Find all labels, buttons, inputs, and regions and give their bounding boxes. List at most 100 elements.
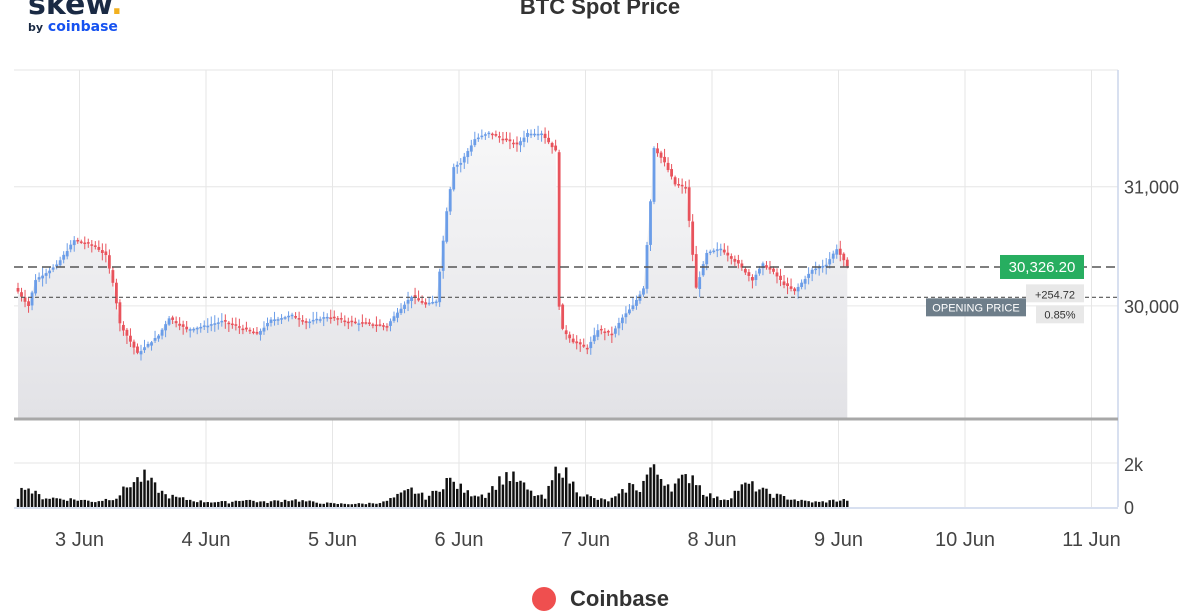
- volume-bar: [403, 490, 406, 507]
- candle-body: [589, 341, 593, 349]
- volume-bar: [730, 498, 733, 507]
- candle-body: [431, 301, 435, 304]
- candle-body: [466, 151, 470, 158]
- candle-body: [245, 327, 248, 330]
- candle-body: [694, 254, 698, 288]
- candle-body: [318, 319, 322, 321]
- candle-body: [353, 321, 357, 324]
- volume-bar: [775, 493, 779, 507]
- volume-bar: [828, 500, 831, 507]
- candle-body: [564, 330, 568, 335]
- volume-bar: [329, 502, 332, 507]
- candle-body: [266, 323, 269, 327]
- volume-bar: [301, 500, 304, 507]
- candle-body: [462, 156, 466, 163]
- volume-bar: [448, 477, 452, 507]
- candle-body: [332, 316, 336, 319]
- candle-body: [698, 277, 702, 289]
- chart-title: BTC Spot Price: [519, 0, 681, 19]
- volume-bar: [427, 495, 431, 507]
- volume-bar: [276, 500, 280, 507]
- volume-bar: [150, 477, 153, 507]
- volume-bar: [491, 486, 494, 507]
- candle-body: [129, 335, 132, 342]
- candle-body: [104, 251, 108, 256]
- candle-body: [375, 324, 378, 327]
- candle-body: [76, 239, 80, 242]
- candle-body: [624, 313, 628, 318]
- candle-body: [768, 266, 772, 270]
- volume-bar: [716, 496, 719, 507]
- candle-body: [606, 330, 610, 333]
- candle-body: [420, 300, 424, 303]
- candle-body: [72, 240, 76, 246]
- candle-body: [687, 187, 691, 221]
- candle-body: [536, 133, 540, 136]
- candle-body: [399, 308, 403, 314]
- volume-bar: [487, 492, 491, 507]
- candle-body: [304, 321, 308, 323]
- candle-body: [719, 248, 723, 251]
- x-tick-label: 6 Jun: [435, 529, 484, 551]
- volume-bar: [712, 498, 715, 507]
- volume-bar: [821, 501, 824, 507]
- volume-bar: [51, 497, 55, 507]
- volume-bar: [410, 487, 413, 507]
- candle-body: [526, 132, 529, 137]
- candle-body: [821, 265, 825, 268]
- volume-bar: [642, 480, 645, 507]
- candle-body: [599, 328, 603, 331]
- volume-bar: [72, 499, 76, 507]
- candle-body: [146, 344, 150, 347]
- candle-body: [308, 321, 312, 324]
- volume-bar: [174, 496, 178, 507]
- candle-body: [561, 304, 565, 329]
- candle-body: [729, 256, 733, 259]
- candle-body: [343, 320, 347, 323]
- volume-bar: [164, 494, 167, 507]
- candle-body: [107, 255, 111, 269]
- volume-bar: [322, 503, 325, 507]
- volume-bar: [167, 498, 171, 507]
- volume-bar: [220, 501, 224, 507]
- volume-bar: [420, 492, 424, 507]
- volume-bar: [607, 501, 610, 507]
- volume-bar: [69, 498, 72, 507]
- candle-body: [325, 316, 329, 319]
- volume-bar: [231, 501, 234, 507]
- volume-bar: [586, 494, 589, 507]
- x-tick-label: 3 Jun: [55, 529, 104, 551]
- candle-body: [273, 319, 276, 321]
- candle-body: [501, 138, 505, 141]
- chart-legend[interactable]: Coinbase: [532, 586, 669, 612]
- volume-bar: [628, 482, 631, 507]
- candle-body: [831, 253, 835, 259]
- candle-body: [705, 252, 709, 265]
- x-tick-label: 7 Jun: [561, 529, 610, 551]
- volume-bar: [343, 503, 347, 507]
- volume-bar: [185, 499, 188, 507]
- volume-bar: [108, 500, 111, 507]
- candle-body: [796, 287, 800, 292]
- candle-body: [27, 301, 30, 306]
- candle-body: [136, 346, 139, 353]
- candle-body: [842, 253, 846, 261]
- volume-bar: [484, 497, 487, 507]
- candle-body: [350, 320, 354, 323]
- volume-bar: [354, 503, 357, 507]
- volume-bar: [30, 493, 34, 507]
- volume-bar: [325, 502, 329, 507]
- candle-body: [252, 331, 255, 334]
- volume-bar: [663, 485, 666, 507]
- volume-bar: [297, 501, 301, 507]
- candle-body: [364, 322, 368, 324]
- volume-bar: [659, 478, 663, 507]
- volume-bar: [143, 469, 146, 507]
- volume-bar: [122, 486, 125, 507]
- volume-bar: [666, 484, 670, 507]
- volume-bar: [807, 501, 810, 507]
- candle-body: [185, 326, 189, 330]
- candle-body: [620, 317, 624, 324]
- candle-body: [610, 333, 614, 336]
- candle-body: [807, 273, 811, 278]
